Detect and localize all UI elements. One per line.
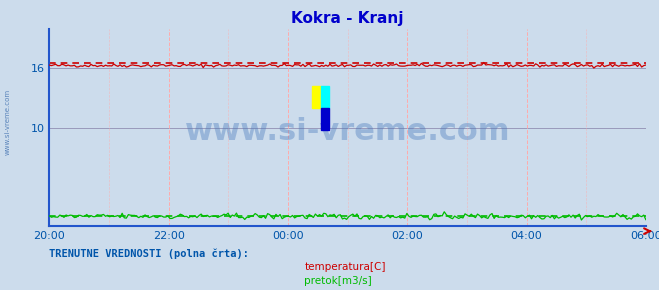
Bar — [312, 86, 321, 108]
Bar — [321, 86, 329, 108]
Bar — [321, 108, 329, 130]
Text: pretok[m3/s]: pretok[m3/s] — [304, 276, 372, 286]
Text: www.si-vreme.com: www.si-vreme.com — [5, 89, 11, 155]
Text: temperatura[C]: temperatura[C] — [304, 262, 386, 272]
Text: TRENUTNE VREDNOSTI (polna črta):: TRENUTNE VREDNOSTI (polna črta): — [49, 248, 249, 259]
Title: Kokra - Kranj: Kokra - Kranj — [291, 11, 404, 26]
Text: www.si-vreme.com: www.si-vreme.com — [185, 117, 510, 146]
